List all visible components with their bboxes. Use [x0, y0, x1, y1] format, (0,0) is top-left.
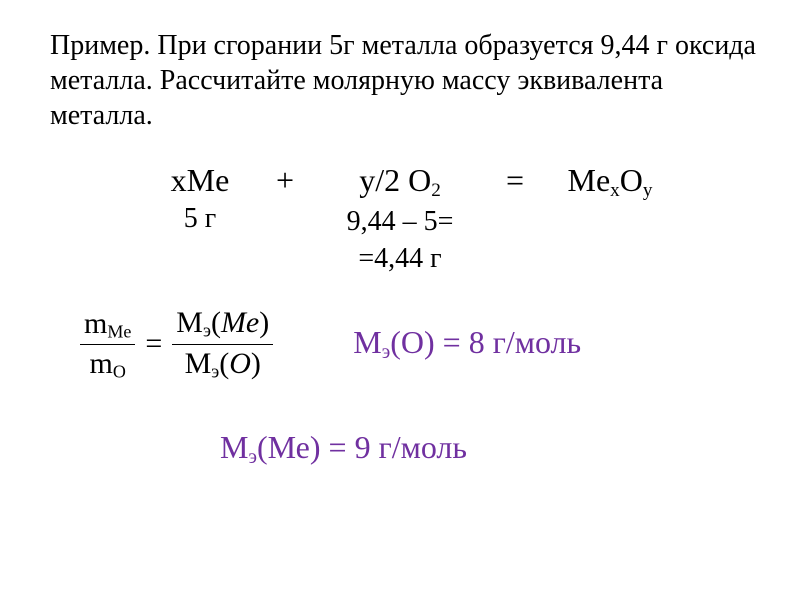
rden-M: M [185, 347, 212, 380]
o2-sub: 2 [431, 180, 441, 201]
rnum-me: Me [221, 306, 259, 339]
equals-sign: = [490, 161, 540, 199]
mme-sub: э [248, 446, 257, 468]
left-fraction: mMe mO [80, 307, 135, 383]
left-frac-num: mMe [80, 307, 135, 342]
lden-m: m [90, 347, 113, 380]
reaction-equation: xMe 5 г + y/2 O2 9,44 – 5= =4,44 г = Mex… [50, 161, 760, 276]
term-oxygen-mass-1: 9,44 – 5= [310, 204, 490, 239]
equals-symbol: = [490, 161, 540, 199]
plus-sign: + [260, 161, 310, 199]
rden-lpar: ( [219, 347, 229, 380]
term-oxide-symbol: MexOy [540, 161, 680, 202]
rden-rpar: ) [251, 347, 261, 380]
lnum-sub: Me [107, 321, 131, 341]
term-oxygen-mass-2: =4,44 г [310, 241, 490, 276]
mo-M: М [353, 324, 381, 360]
rden-o: O [229, 347, 251, 380]
rnum-rpar: ) [259, 306, 269, 339]
mexoy-y: y [643, 180, 653, 201]
term-metal-symbol: xMe [140, 161, 260, 199]
frac-equals: = [135, 327, 172, 361]
mme-M: М [220, 429, 248, 465]
right-frac-num: Mэ(Me) [172, 306, 273, 342]
equivalent-mass-metal: Мэ(Ме) = 9 г/моль [50, 429, 760, 469]
left-frac-bar [80, 344, 135, 345]
rnum-M: M [176, 306, 203, 339]
plus-symbol: + [260, 161, 310, 199]
term-oxygen: y/2 O2 9,44 – 5= =4,44 г [310, 161, 490, 276]
rnum-sub: э [203, 320, 211, 341]
rnum-lpar: ( [211, 306, 221, 339]
mexoy-x: x [610, 180, 620, 201]
lnum-m: m [84, 307, 107, 340]
right-fraction: Mэ(Me) Mэ(O) [172, 306, 273, 383]
ratio-and-mo-row: mMe mO = Mэ(Me) Mэ(O) Мэ(O) = 8 г/моль [50, 306, 760, 383]
problem-statement: Пример. При сгорании 5г металла образует… [50, 28, 760, 133]
slide: Пример. При сгорании 5г металла образует… [0, 0, 800, 600]
o2-text: y/2 O [359, 162, 431, 198]
lden-sub: O [113, 361, 126, 381]
right-frac-den: Mэ(O) [181, 347, 265, 383]
equivalent-mass-oxygen: Мэ(O) = 8 г/моль [353, 324, 581, 364]
term-metal-mass: 5 г [140, 201, 260, 236]
mexoy-me: Me [568, 162, 611, 198]
left-frac-den: mO [86, 347, 130, 382]
mexoy-o: O [620, 162, 643, 198]
term-metal: xMe 5 г [140, 161, 260, 236]
term-oxygen-symbol: y/2 O2 [310, 161, 490, 202]
mo-sub: э [382, 341, 391, 363]
mo-rest: (O) = 8 г/моль [390, 324, 581, 360]
right-frac-bar [172, 344, 273, 345]
mass-ratio-equation: mMe mO = Mэ(Me) Mэ(O) [50, 306, 273, 383]
term-oxide: MexOy [540, 161, 680, 202]
mme-rest: (Ме) = 9 г/моль [257, 429, 467, 465]
